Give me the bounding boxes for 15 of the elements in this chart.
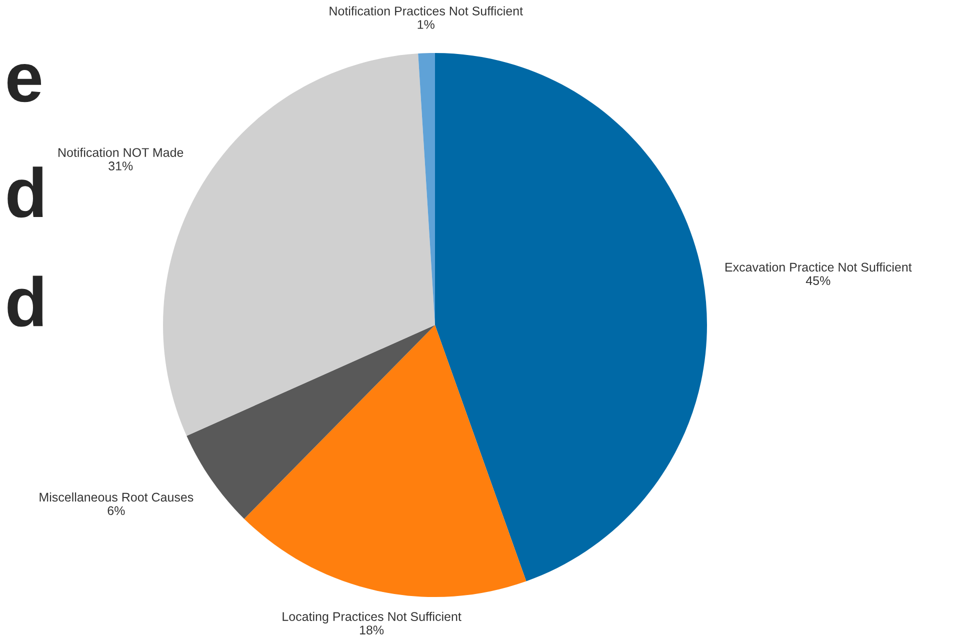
text: d [8, 276, 43, 327]
slice-label: Locating Practices Not Sufficient [282, 612, 462, 624]
slice-label: Miscellaneous Root Causes [40, 492, 194, 502]
data-label: 6% [108, 506, 125, 516]
data-label: 1% [418, 20, 434, 29]
pie-slice [244, 325, 526, 597]
slice-label: Notification NOT Made [58, 148, 184, 157]
data-label: 45% [806, 276, 830, 286]
text: d [8, 166, 43, 218]
pie-slice [435, 53, 707, 582]
slice-label: Notification Practices Not Sufficient [330, 6, 523, 16]
text: e [8, 64, 42, 102]
data-label: 18% [360, 626, 384, 634]
slice-label: Excavation Practice Not Sufficient [725, 262, 912, 272]
data-label: 31% [108, 162, 133, 170]
